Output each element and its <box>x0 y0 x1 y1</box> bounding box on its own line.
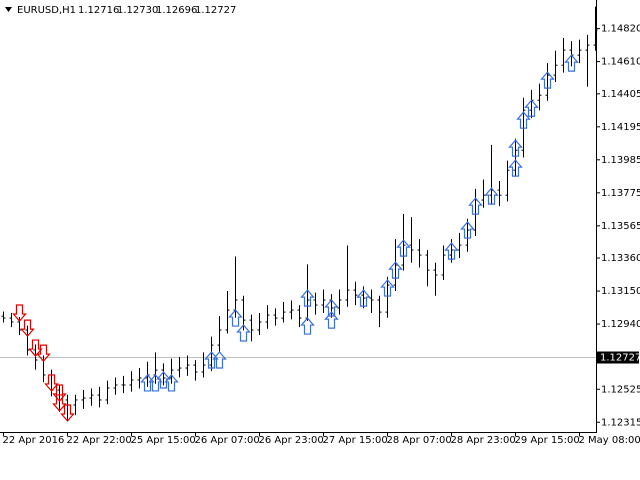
y-tick-label: 1.13565 <box>601 221 640 232</box>
y-tick-label: 1.12315 <box>601 417 640 428</box>
x-tick-label: 25 Apr 15:00 <box>131 435 196 446</box>
y-tick-label: 1.14195 <box>601 122 640 133</box>
x-tick-label: 22 Apr 2016 <box>3 435 65 446</box>
y-tick-label: 1.13360 <box>601 253 640 264</box>
x-tick-label: 29 Apr 15:00 <box>515 435 580 446</box>
x-tick-label: 26 Apr 23:00 <box>259 435 324 446</box>
y-tick-label: 1.13150 <box>601 286 640 297</box>
buy-arrow <box>524 99 539 117</box>
buy-arrow <box>356 289 371 307</box>
buy-arrow <box>380 279 395 297</box>
buy-arrow <box>300 289 315 307</box>
buy-arrow <box>388 261 403 279</box>
y-tick-label: 1.14405 <box>601 89 640 100</box>
quote-high: 1.12730 <box>117 5 158 16</box>
x-tick-label: 2 May 08:00 <box>579 435 640 446</box>
quote-close: 1.12727 <box>195 5 236 16</box>
buy-arrow <box>324 299 339 317</box>
sell-arrow <box>52 394 67 412</box>
sell-arrow <box>44 374 59 392</box>
buy-arrow <box>564 54 579 72</box>
buy-arrow <box>228 309 243 327</box>
sell-arrow <box>28 339 43 357</box>
x-tick-label: 22 Apr 22:00 <box>67 435 132 446</box>
y-tick-label: 1.13985 <box>601 155 640 166</box>
buy-arrow <box>156 371 171 389</box>
buy-arrow <box>164 374 179 392</box>
buy-arrow <box>508 139 523 157</box>
buy-arrow <box>444 242 459 260</box>
sell-arrow <box>60 404 75 422</box>
quote-open: 1.12716 <box>78 5 119 16</box>
sell-arrow <box>20 319 35 338</box>
x-tick-label: 26 Apr 07:00 <box>195 435 260 446</box>
current-price-box <box>597 351 639 364</box>
buy-arrow <box>468 197 483 215</box>
y-tick-label: 1.14610 <box>601 57 640 68</box>
buy-arrow <box>540 71 555 89</box>
quote-low: 1.12696 <box>156 5 197 16</box>
buy-arrow <box>460 221 475 239</box>
buy-arrow <box>324 311 339 329</box>
menu-triangle[interactable] <box>5 7 12 12</box>
buy-arrow <box>300 317 315 335</box>
buy-arrow <box>484 187 499 205</box>
y-tick-label: 1.13775 <box>601 188 640 199</box>
x-tick-label: 28 Apr 07:00 <box>387 435 452 446</box>
buy-arrow <box>236 324 251 342</box>
y-tick-label: 1.12940 <box>601 319 640 330</box>
x-tick-label: 27 Apr 15:00 <box>323 435 388 446</box>
buy-arrow <box>516 111 531 129</box>
sell-arrow <box>12 304 27 322</box>
buy-arrow <box>396 239 411 257</box>
y-tick-label: 1.12525 <box>601 384 640 395</box>
buy-arrow <box>508 159 523 177</box>
x-tick-label: 28 Apr 23:00 <box>451 435 516 446</box>
current-price-label: 1.12727 <box>600 353 640 364</box>
symbol: EURUSD,H1 <box>17 5 76 16</box>
y-tick-label: 1.14820 <box>601 24 640 35</box>
sell-arrow <box>36 344 51 363</box>
buy-arrow <box>212 351 227 369</box>
